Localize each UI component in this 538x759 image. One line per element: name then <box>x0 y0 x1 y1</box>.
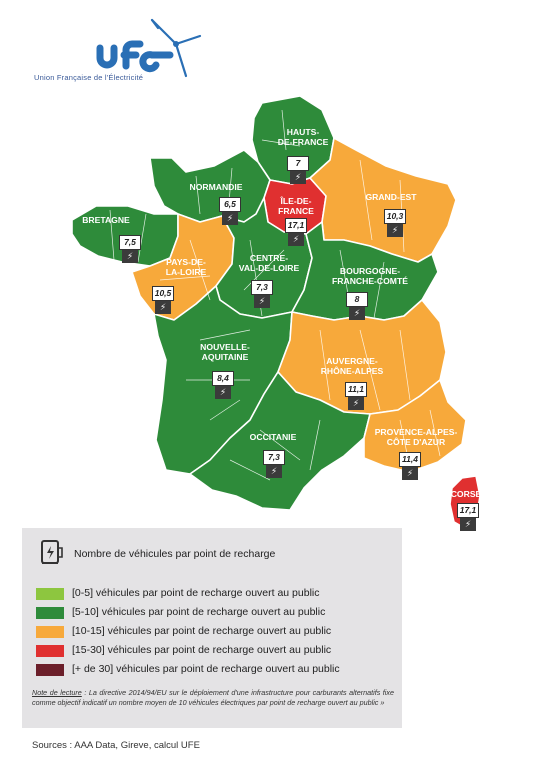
region-name-line: BOURGOGNE- <box>339 266 401 276</box>
ratio-value: 11,4 <box>399 452 421 467</box>
region-name-line: GRAND-EST <box>365 192 417 202</box>
legend-label: [15-30] véhicules par point de recharge … <box>72 644 332 656</box>
lightning-bolt-icon: ⚡ <box>222 212 238 225</box>
lightning-bolt-icon: ⚡ <box>288 233 304 246</box>
legend-label: [10-15] véhicules par point de recharge … <box>72 625 332 637</box>
ratio-value: 7,5 <box>119 235 141 250</box>
charger-nouvelle-aquitaine: 8,4 ⚡ <box>212 371 234 401</box>
lightning-bolt-icon: ⚡ <box>215 386 231 399</box>
lightning-bolt-icon: ⚡ <box>387 224 403 237</box>
label-auvergne-rhone-alpes: AUVERGNE- RHÔNE-ALPES <box>320 356 384 376</box>
lightning-bolt-icon: ⚡ <box>290 171 306 184</box>
legend-swatch <box>36 645 64 657</box>
charger-corse: 17,1 ⚡ <box>457 503 479 533</box>
region-name-line: AUVERGNE- <box>326 356 378 366</box>
ratio-value: 10,5 <box>152 286 174 301</box>
legend-title: Nombre de véhicules par point de recharg… <box>74 548 276 560</box>
sources-text: Sources : AAA Data, Gireve, calcul UFE <box>32 740 200 751</box>
label-grand-est: GRAND-EST <box>365 192 417 203</box>
department-borders <box>109 109 441 481</box>
label-pays-de-la-loire: PAYS-DE- LA-LOIRE <box>165 257 207 277</box>
ratio-value: 10,3 <box>384 209 406 224</box>
charger-bretagne: 7,5 ⚡ <box>119 235 141 265</box>
label-hauts-de-france: HAUTS- DE-FRANCE <box>277 127 329 147</box>
region-name-line: OCCITANIE <box>249 432 297 442</box>
region-name-line: RHÔNE-ALPES <box>320 365 384 376</box>
label-bretagne: BRETAGNE <box>82 215 130 226</box>
lightning-bolt-icon: ⚡ <box>402 467 418 480</box>
charger-pays-de-la-loire: 10,5 ⚡ <box>152 286 174 316</box>
lightning-bolt-icon: ⚡ <box>266 465 282 478</box>
region-name-line: FRANCE <box>278 205 314 216</box>
region-name-line: CORSE <box>450 489 482 499</box>
ratio-value: 7,3 <box>263 450 285 465</box>
note-label: Note de lecture <box>32 688 82 697</box>
label-corse: CORSE <box>450 489 482 500</box>
logo-tagline: Union Française de l'Électricité <box>34 73 144 82</box>
label-bourgogne-franche-comte: BOURGOGNE- FRANCHE-COMTÉ <box>332 266 408 286</box>
charger-provence-alpes-cote-dazur: 11,4 ⚡ <box>399 452 421 482</box>
lightning-bolt-icon: ⚡ <box>349 307 365 320</box>
label-normandie: NORMANDIE <box>189 182 243 193</box>
charger-hauts-de-france: 7 ⚡ <box>287 156 309 186</box>
ratio-value: 17,1 <box>285 218 307 233</box>
legend-label: [+ de 30] véhicules par point de recharg… <box>72 663 340 675</box>
charger-ile-de-france: 17,1 ⚡ <box>285 218 307 248</box>
label-ile-de-france: ÎLE-DE- FRANCE <box>278 196 314 216</box>
france-regions-map <box>71 95 481 530</box>
region-provence-alpes-cote-dazur[interactable] <box>363 379 467 473</box>
ratio-value: 11,1 <box>345 382 367 397</box>
legend-label: [0-5] véhicules par point de recharge ou… <box>72 587 320 599</box>
region-name-line: AQUITAINE <box>201 351 249 362</box>
region-name-line: CENTRE- <box>249 253 289 263</box>
charger-grand-est: 10,3 ⚡ <box>384 209 406 239</box>
lightning-bolt-icon: ⚡ <box>155 301 171 314</box>
charger-normandie: 6,5 ⚡ <box>219 197 241 227</box>
label-occitanie: OCCITANIE <box>249 432 297 443</box>
label-provence-alpes-cote-dazur: PROVENCE-ALPES- CÔTE D'AZUR <box>374 427 458 447</box>
region-name-line: PAYS-DE- <box>166 257 206 267</box>
charger-centre-val-de-loire: 7,3 ⚡ <box>251 280 273 310</box>
region-name-line: BRETAGNE <box>82 215 130 225</box>
lightning-bolt-icon: ⚡ <box>348 397 364 410</box>
legend-swatch <box>36 607 64 619</box>
ratio-value: 8,4 <box>212 371 234 386</box>
region-name-line: HAUTS- <box>286 127 320 137</box>
region-name-line: FRANCHE-COMTÉ <box>332 275 408 286</box>
ratio-value: 6,5 <box>219 197 241 212</box>
ratio-value: 8 <box>346 292 368 307</box>
legend-swatch <box>36 664 64 676</box>
note-text: : La directive 2014/94/EU sur le déploie… <box>32 688 394 707</box>
region-name-line: VAL-DE-LOIRE <box>238 262 300 273</box>
ratio-value: 7 <box>287 156 309 171</box>
ratio-value: 17,1 <box>457 503 479 518</box>
region-name-line: NOUVELLE- <box>200 342 250 352</box>
ufe-logo <box>30 14 230 84</box>
legend-label: [5-10] véhicules par point de recharge o… <box>72 606 326 618</box>
region-name-line: DE-FRANCE <box>277 136 329 147</box>
ev-charger-icon <box>41 540 63 564</box>
lightning-bolt-icon: ⚡ <box>460 518 476 531</box>
lightning-bolt-icon: ⚡ <box>254 295 270 308</box>
label-centre-val-de-loire: CENTRE- VAL-DE-LOIRE <box>238 253 300 273</box>
legend-panel: Nombre de véhicules par point de recharg… <box>22 528 402 728</box>
legend-swatch <box>36 626 64 638</box>
region-name-line: NORMANDIE <box>189 182 243 192</box>
region-name-line: PROVENCE-ALPES- <box>374 427 458 437</box>
reading-note: Note de lecture : La directive 2014/94/E… <box>32 688 394 707</box>
ratio-value: 7,3 <box>251 280 273 295</box>
region-name-line: CÔTE D'AZUR <box>386 436 446 447</box>
charger-bourgogne-franche-comte: 8 ⚡ <box>346 292 368 322</box>
charger-occitanie: 7,3 ⚡ <box>263 450 285 480</box>
region-name-line: ÎLE-DE- <box>280 196 312 206</box>
lightning-bolt-icon: ⚡ <box>122 250 138 263</box>
region-name-line: LA-LOIRE <box>165 266 207 277</box>
label-nouvelle-aquitaine: NOUVELLE- AQUITAINE <box>200 342 250 362</box>
legend-swatch <box>36 588 64 600</box>
charger-auvergne-rhone-alpes: 11,1 ⚡ <box>345 382 367 412</box>
